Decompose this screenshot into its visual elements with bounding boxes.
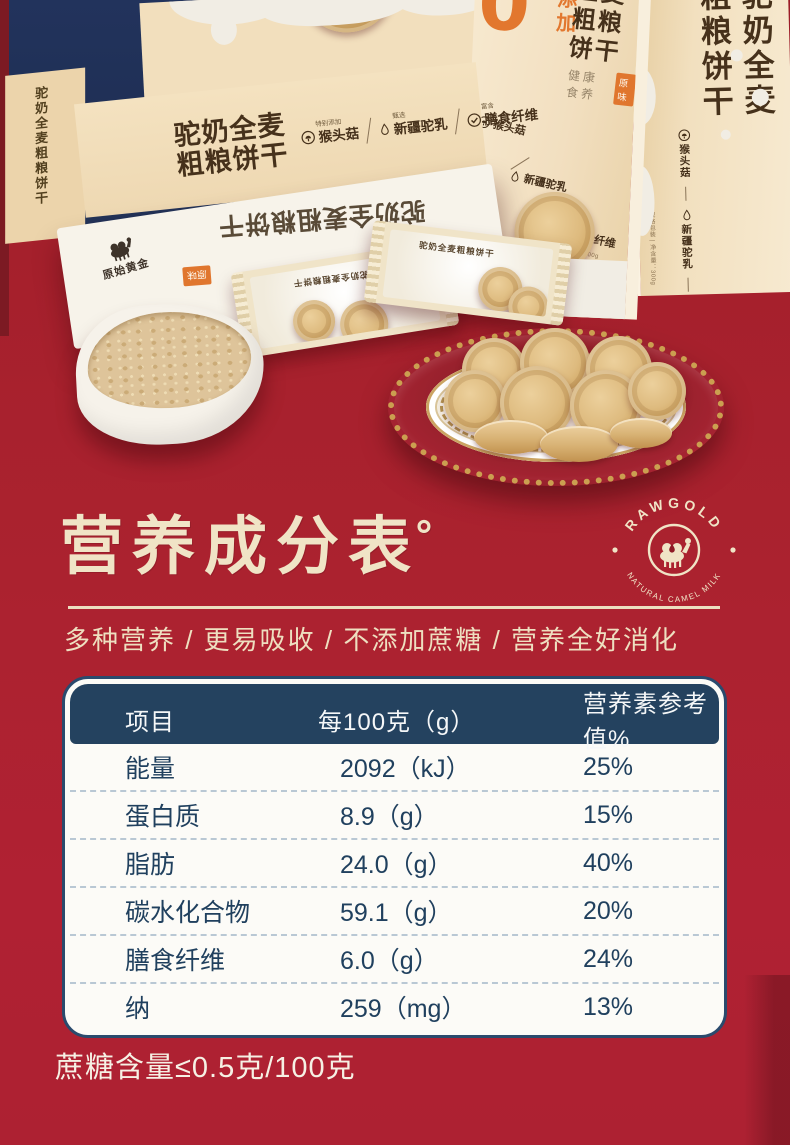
divider bbox=[454, 108, 460, 135]
badge-right-dot bbox=[730, 547, 736, 553]
feature-tag: 富含 bbox=[480, 102, 495, 111]
feature-label: 新疆驼乳 bbox=[680, 223, 694, 270]
mushroom-icon bbox=[300, 129, 316, 145]
table-row-dietary-fiber: 膳食纤维 6.0（g） 24% bbox=[70, 936, 719, 984]
mushroom-icon bbox=[678, 129, 691, 142]
table-row-sodium: 纳 259（mg） 13% bbox=[70, 984, 719, 1030]
divider bbox=[685, 186, 687, 201]
row-nrv: 40% bbox=[583, 848, 634, 877]
cookie-image bbox=[336, 296, 392, 349]
lid-box-top-face: 原始黄金 驼奶全麦粗粮饼干 原味 bbox=[56, 163, 510, 350]
feature-fiber: 富含 膳食纤维 bbox=[465, 103, 539, 130]
backdrop-shadow-strip bbox=[0, 0, 9, 336]
milk-drop bbox=[720, 129, 731, 140]
flavor-badge: 原味 bbox=[182, 265, 212, 287]
feature-label: 猴头菇 bbox=[677, 143, 691, 179]
table-row-carbohydrate: 碳水化合物 59.1（g） 20% bbox=[70, 888, 719, 936]
sachet-panel: 驼奶全麦粗粮饼干 bbox=[382, 229, 554, 317]
cookie-stack-edge bbox=[540, 426, 618, 462]
row-item: 碳水化合物 bbox=[125, 899, 251, 927]
sucrose-footnote: 蔗糖含量≤0.5克/100克 bbox=[55, 1052, 356, 1084]
nutrition-table-header: 项目 每100克（g） 营养素参考值% bbox=[70, 684, 719, 753]
svg-text:RAWGOLD: RAWGOLD bbox=[622, 495, 727, 534]
divider bbox=[366, 117, 371, 144]
rawgold-badge: RAWGOLD NATURAL CAMEL MILK bbox=[608, 492, 740, 612]
front-product-name: 全麦 粗粮饼干 bbox=[567, 0, 628, 67]
lid-box-end-cap: 驼奶全麦粗粮饼干 bbox=[5, 67, 86, 244]
backdrop-shadow-right bbox=[744, 975, 790, 1145]
oat-bowl bbox=[72, 299, 268, 449]
brand-logo: 原始黄金 bbox=[83, 226, 162, 286]
sachet-product-name: 驼奶全麦粗粮饼干 bbox=[292, 269, 370, 289]
front-box: 0 添加 全麦 粗粮饼干 健康食养 原味 猴头菇 新疆驼乳 膳食纤维 独立包装 … bbox=[461, 0, 651, 320]
milk-splash bbox=[258, 0, 411, 29]
table-row-fat: 脂肪 24.0（g） 40% bbox=[70, 840, 719, 888]
product-name-vertical: 驼奶全麦粗粮饼干 bbox=[33, 85, 49, 207]
droplet-icon bbox=[377, 121, 391, 137]
title-ring-mark: ° bbox=[414, 513, 434, 560]
row-nrv: 13% bbox=[583, 992, 634, 1021]
title-divider-line bbox=[68, 606, 720, 609]
flavor-badge: 原味 bbox=[613, 72, 637, 107]
badge-top-text: RAWGOLD bbox=[622, 495, 723, 534]
feature-mushroom: 特别添加 猴头菇 bbox=[300, 119, 360, 148]
row-nrv: 25% bbox=[583, 752, 634, 781]
feature-mushroom: 猴头菇 bbox=[677, 129, 693, 179]
row-item: 纳 bbox=[125, 995, 151, 1023]
row-value: 24.0（g） bbox=[340, 851, 453, 879]
cookie-stack-edge bbox=[610, 418, 672, 448]
row-value: 2092（kJ） bbox=[340, 755, 471, 783]
row-value: 259（mg） bbox=[340, 995, 467, 1023]
row-item: 蛋白质 bbox=[125, 803, 201, 831]
nutrition-table-body: 能量 2092（kJ） 25% 蛋白质 8.9（g） 15% 脂肪 24.0（g… bbox=[70, 744, 719, 1030]
badge-left-dot bbox=[612, 547, 618, 553]
header-item: 项目 bbox=[125, 708, 175, 736]
table-row-protein: 蛋白质 8.9（g） 15% bbox=[70, 792, 719, 840]
feature-camel-milk: 甄选 新疆驼乳 bbox=[377, 112, 449, 140]
cookie-image bbox=[290, 297, 339, 346]
row-value: 6.0（g） bbox=[340, 947, 439, 975]
row-nrv: 20% bbox=[583, 896, 634, 925]
row-item: 能量 bbox=[125, 755, 176, 783]
cookie-stack-edge bbox=[474, 420, 548, 454]
row-value: 59.1（g） bbox=[340, 899, 453, 927]
header-nrv: 营养素参考值% bbox=[583, 691, 708, 753]
badge-circle bbox=[647, 523, 701, 577]
tagline: 健康食养 bbox=[565, 68, 599, 103]
row-value: 8.9（g） bbox=[340, 803, 439, 831]
right-box-side-panel: 驼奶全麦粗粮饼干 猴头菇 新疆驼乳 膳食纤维 bbox=[630, 0, 790, 297]
camel-icon bbox=[660, 538, 691, 568]
droplet-icon bbox=[508, 169, 523, 184]
feature-camel-milk: 新疆驼乳 bbox=[679, 208, 696, 269]
lid-box: 驼奶全麦粗粮饼干 驼奶全麦 粗粮饼干 特别添加 猴头菇 甄选 新疆驼乳 bbox=[5, 60, 539, 360]
row-nrv: 24% bbox=[583, 944, 634, 973]
camel-icon bbox=[110, 237, 132, 262]
product-name-vertical: 驼奶全麦粗粮饼干 bbox=[694, 0, 776, 121]
nutrition-table-card: 项目 每100克（g） 营养素参考值% 能量 2092（kJ） 25% 蛋白质 … bbox=[62, 676, 727, 1038]
divider bbox=[687, 277, 689, 292]
row-nrv: 15% bbox=[583, 800, 634, 829]
header-per-100g: 每100克（g） bbox=[318, 708, 476, 736]
row-item: 膳食纤维 bbox=[125, 947, 226, 975]
droplet-icon bbox=[680, 208, 692, 221]
section-subtitle: 多种营养 / 更易吸收 / 不添加蔗糖 / 营养全好消化 bbox=[64, 625, 680, 655]
zero-added-digit: 0 bbox=[476, 0, 532, 49]
section-title: 营养成分表° bbox=[60, 509, 434, 583]
sachet-product-name: 驼奶全麦粗粮饼干 bbox=[418, 239, 496, 260]
cookie-image bbox=[628, 362, 686, 420]
milk-drop bbox=[210, 14, 238, 46]
table-row-energy: 能量 2092（kJ） 25% bbox=[70, 744, 719, 792]
feature-camel-milk: 新疆驼乳 bbox=[508, 167, 569, 195]
row-item: 脂肪 bbox=[125, 851, 176, 879]
check-icon bbox=[466, 111, 482, 127]
cookie-plate bbox=[388, 328, 724, 486]
lid-box-front: 驼奶全麦 粗粮饼干 特别添加 猴头菇 甄选 新疆驼乳 富含 bbox=[73, 62, 539, 218]
product-name: 驼奶全麦 粗粮饼干 bbox=[172, 109, 290, 181]
feature-tag: 甄选 bbox=[392, 111, 406, 121]
